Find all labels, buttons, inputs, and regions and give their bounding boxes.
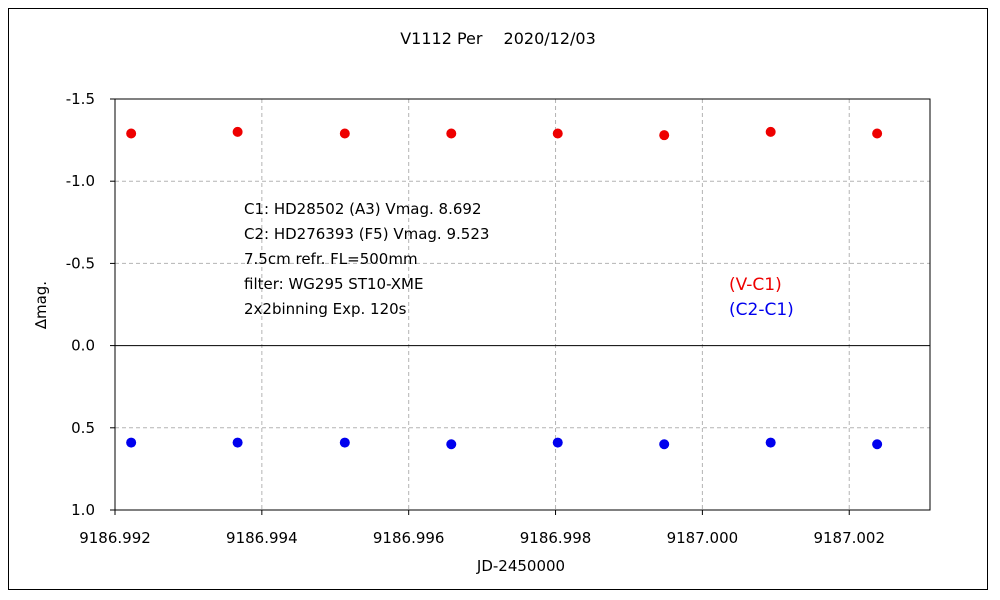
- annotation-line: C2: HD276393 (F5) Vmag. 9.523: [244, 225, 489, 243]
- data-point: [765, 437, 776, 448]
- data-point: [872, 439, 883, 450]
- data-point: [659, 130, 670, 141]
- annotation-line: filter: WG295 ST10-XME: [244, 275, 423, 293]
- data-point: [659, 439, 670, 450]
- data-point: [232, 437, 243, 448]
- data-point: [446, 439, 457, 450]
- x-tick-label: 9186.992: [79, 529, 151, 547]
- y-tick-label: -0.5: [66, 254, 95, 272]
- x-tick-label: 9187.002: [813, 529, 885, 547]
- y-tick-label: -1.0: [66, 172, 95, 190]
- data-point: [552, 437, 563, 448]
- legend-entry: (C2-C1): [729, 300, 794, 320]
- x-tick-label: 9186.998: [520, 529, 592, 547]
- annotation-line: C1: HD28502 (A3) Vmag. 8.692: [244, 200, 482, 218]
- x-tick-label: 9187.000: [667, 529, 739, 547]
- chart-frame: [8, 8, 988, 590]
- data-point: [339, 437, 350, 448]
- y-axis-label: ∆mag.: [32, 281, 50, 330]
- y-tick-label: 0.0: [71, 337, 95, 355]
- annotation-line: 2x2binning Exp. 120s: [244, 300, 407, 318]
- x-tick-label: 9186.996: [373, 529, 445, 547]
- chart-title: V1112 Per 2020/12/03: [400, 29, 596, 48]
- data-point: [232, 126, 243, 137]
- data-point: [872, 128, 883, 139]
- data-point: [765, 126, 776, 137]
- data-point: [552, 128, 563, 139]
- data-point: [339, 128, 350, 139]
- y-tick-label: 0.5: [71, 419, 95, 437]
- plot-area-border: [114, 98, 931, 511]
- y-tick-label: 1.0: [71, 501, 95, 519]
- data-point: [126, 437, 137, 448]
- data-point: [126, 128, 137, 139]
- data-point: [446, 128, 457, 139]
- x-tick-label: 9186.994: [226, 529, 298, 547]
- legend-entry: (V-C1): [729, 275, 782, 295]
- x-axis-label: JD-2450000: [476, 557, 565, 575]
- y-tick-label: -1.5: [66, 90, 95, 108]
- annotation-line: 7.5cm refr. FL=500mm: [244, 250, 418, 268]
